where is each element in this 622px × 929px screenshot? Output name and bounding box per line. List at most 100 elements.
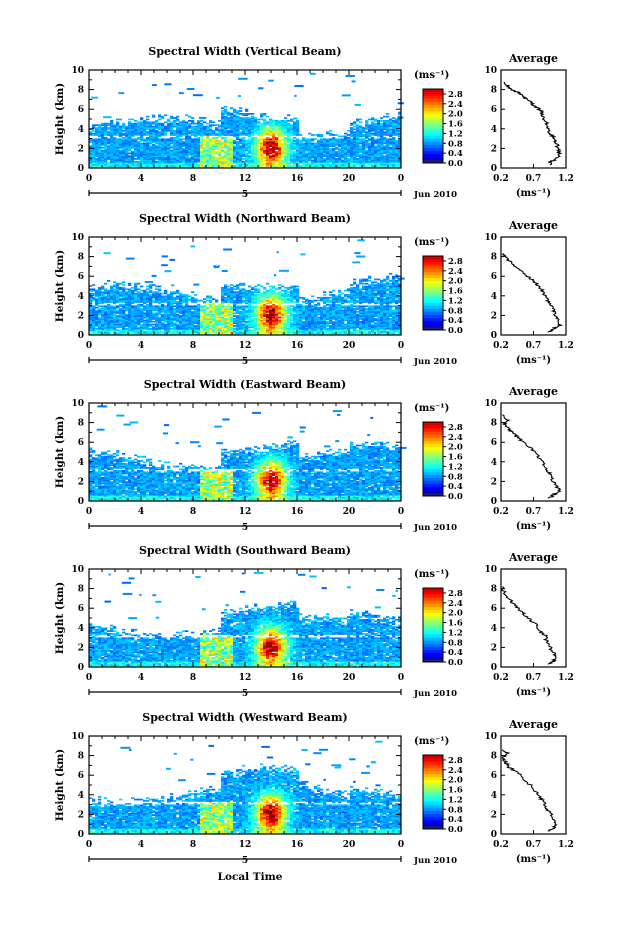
average-x-tick-label: 1.2 (558, 174, 574, 184)
colorbar-swatch (423, 101, 443, 105)
colorbar-swatch (423, 274, 443, 278)
colorbar-swatch (423, 609, 443, 614)
colorbar-swatch (423, 597, 443, 601)
date-marker: 5 (242, 523, 248, 533)
y-tick-label: 6 (78, 438, 84, 448)
x-tick-label: 0 (398, 507, 404, 517)
colorbar-tick-label: 2.8 (448, 423, 463, 433)
average-y-tick-label: 0 (491, 663, 497, 673)
panel-title: Spectral Width (Northward Beam) (139, 212, 351, 225)
colorbar-swatch (423, 107, 443, 111)
colorbar-swatch (423, 483, 443, 488)
average-x-tick-label: 0.7 (526, 673, 542, 683)
colorbar-tick-label: 2.4 (448, 100, 463, 110)
colorbar-tick-label: 0.0 (448, 326, 463, 336)
y-tick-label: 8 (78, 86, 84, 96)
colorbar-swatch (423, 785, 443, 790)
colorbar-swatch (423, 758, 443, 762)
colorbar-swatch (423, 798, 443, 802)
average-y-tick-label: 4 (491, 624, 497, 634)
colorbar-unit: (ms⁻¹) (414, 569, 449, 580)
panel-title: Spectral Width (Southward Beam) (139, 544, 351, 557)
colorbar-swatch (423, 474, 443, 478)
colorbar-tick-label: 0.4 (448, 815, 463, 825)
colorbar-unit: (ms⁻¹) (414, 237, 449, 248)
y-tick-label: 6 (78, 604, 84, 614)
colorbar-swatch (423, 471, 443, 475)
x-tick-label: 16 (291, 840, 304, 850)
colorbar-swatch (423, 628, 443, 632)
y-tick-label: 0 (78, 331, 84, 341)
average-y-tick-label: 6 (491, 438, 497, 448)
colorbar-swatch (423, 792, 443, 796)
colorbar-tick-label: 2.0 (448, 110, 463, 120)
average-x-tick-label: 0.7 (526, 840, 542, 850)
average-y-tick-label: 8 (491, 419, 497, 429)
average-frame (500, 69, 567, 169)
colorbar-swatch (423, 489, 443, 494)
colorbar-swatch (423, 116, 443, 121)
average-y-tick-label: 6 (491, 272, 497, 282)
colorbar-tick-label: 2.4 (448, 433, 463, 443)
colorbar-swatch (423, 153, 443, 158)
average-profile-line (503, 81, 563, 166)
y-tick-label: 10 (71, 399, 84, 409)
colorbar-swatch (423, 594, 443, 598)
y-tick-label: 8 (78, 419, 84, 429)
colorbar-swatch (423, 477, 443, 481)
colorbar-swatch (423, 795, 443, 799)
colorbar-swatch (423, 825, 443, 830)
colorbar-swatch (423, 308, 443, 312)
average-y-tick-label: 6 (491, 105, 497, 115)
y-tick-label: 6 (78, 272, 84, 282)
colorbar-swatch (423, 767, 443, 771)
average-frame (500, 236, 567, 336)
panel-1: Spectral Width (Vertical Beam) 0 2 4 6 8 10 Hei… (54, 45, 574, 200)
colorbar-swatch (423, 296, 443, 300)
colorbar-tick-label: 1.6 (448, 287, 463, 297)
colorbar-swatch (423, 782, 443, 787)
colorbar-swatch (423, 268, 443, 272)
colorbar-swatch (423, 455, 443, 460)
colorbar-swatch (423, 773, 443, 777)
heatmap-field (89, 72, 404, 169)
colorbar-swatch (423, 625, 443, 629)
colorbar-swatch (423, 652, 443, 657)
average-y-tick-label: 0 (491, 164, 497, 174)
average-y-tick-label: 8 (491, 752, 497, 762)
y-tick-label: 0 (78, 663, 84, 673)
colorbar-swatch (423, 119, 443, 124)
average-profile-line (501, 749, 558, 832)
colorbar-swatch (423, 600, 443, 604)
average-title: Average (508, 718, 558, 731)
panel-5: Spectral Width (Westward Beam) 0 2 4 6 8 10 Hei… (54, 711, 574, 883)
colorbar-tick-label: 0.0 (448, 159, 463, 169)
panel-2: Spectral Width (Northward Beam) 0 2 4 6 8 10 He… (54, 212, 574, 367)
date-label: Jun 2010 (413, 357, 457, 367)
y-axis-label: Height (km) (54, 83, 66, 155)
colorbar-swatch (423, 138, 443, 142)
colorbar-swatch (423, 98, 443, 102)
heatmap-field (89, 239, 405, 336)
colorbar-tick-label: 2.4 (448, 267, 463, 277)
colorbar-swatch (423, 486, 443, 491)
y-tick-label: 2 (78, 810, 84, 820)
colorbar-swatch (423, 89, 443, 93)
colorbar-swatch (423, 807, 443, 811)
colorbar-swatch (423, 770, 443, 774)
x-tick-label: 8 (190, 840, 196, 850)
y-tick-label: 10 (71, 732, 84, 742)
colorbar-tick-label: 2.8 (448, 589, 463, 599)
colorbar-tick-label: 2.8 (448, 257, 463, 267)
colorbar-tick-label: 2.8 (448, 90, 463, 100)
colorbar-swatch (423, 144, 443, 148)
x-tick-label: 8 (190, 174, 196, 184)
colorbar-frame (422, 587, 444, 663)
x-tick-label: 16 (291, 174, 304, 184)
colorbar-swatch (423, 492, 443, 497)
average-frame (500, 568, 567, 668)
average-y-tick-label: 10 (484, 732, 497, 742)
colorbar-swatch (423, 159, 443, 164)
average-profile-line (501, 414, 562, 499)
